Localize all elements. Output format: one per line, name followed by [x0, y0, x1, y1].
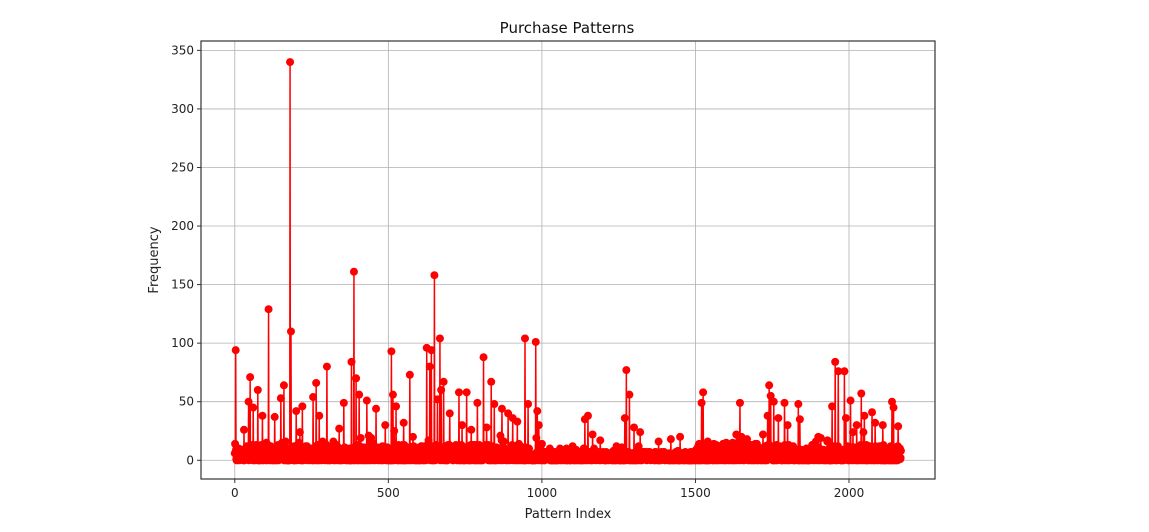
plot-frame	[200, 40, 936, 480]
x-tick-label: 2000	[834, 486, 865, 500]
x-tick-label: 500	[377, 486, 400, 500]
plot-area	[230, 58, 905, 465]
y-tick-label: 250	[171, 160, 194, 174]
data-series	[230, 58, 905, 465]
y-tick-label: 200	[171, 219, 194, 233]
y-tick-label: 50	[179, 395, 194, 409]
y-axis-label: Frequency	[147, 226, 162, 293]
y-tick-label: 100	[171, 336, 194, 350]
x-tick-label: 0	[231, 486, 239, 500]
y-axis-ticks: 0 50 100 150 200 250 300 350	[171, 43, 201, 467]
y-tick-label: 300	[171, 102, 194, 116]
y-tick-label: 0	[186, 453, 194, 467]
x-tick-label: 1500	[680, 486, 711, 500]
x-tick-label: 1000	[527, 486, 558, 500]
y-tick-label: 150	[171, 278, 194, 292]
x-axis-label: Pattern Index	[525, 507, 612, 522]
x-axis-ticks: 0 500 1000 1500 2000	[231, 479, 864, 500]
chart-title: Purchase Patterns	[500, 19, 635, 37]
y-tick-label: 350	[171, 43, 194, 57]
grid-lines	[201, 41, 935, 479]
